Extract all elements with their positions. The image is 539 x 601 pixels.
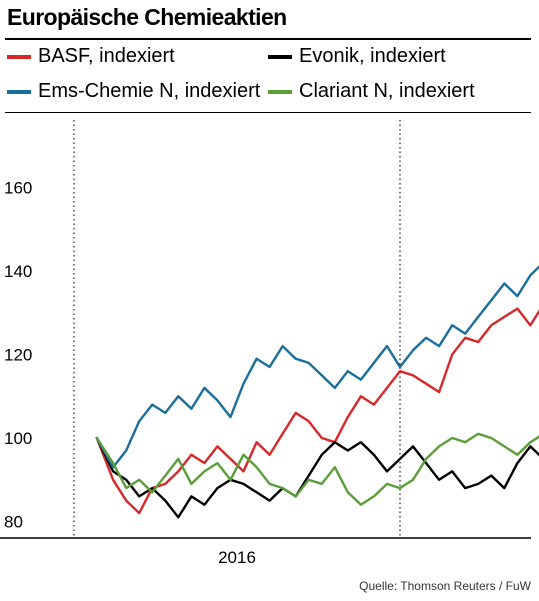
series-line-basf bbox=[95, 307, 539, 515]
legend-label-basf: BASF, indexiert bbox=[38, 45, 175, 67]
y-tick-label-1: 100 bbox=[4, 429, 32, 448]
legend-item-ems-chemie: Ems-Chemie N, indexiert bbox=[7, 80, 260, 103]
legend-label-ems-chemie: Ems-Chemie N, indexiert bbox=[38, 80, 261, 102]
legend-rule bbox=[5, 112, 531, 113]
y-tick-label-2: 120 bbox=[4, 346, 32, 365]
chart-title: Europäische Chemieaktien bbox=[7, 4, 287, 30]
legend-label-clariant: Clariant N, indexiert bbox=[299, 80, 475, 102]
legend-swatch-basf bbox=[7, 54, 31, 59]
y-tick-label-0: 80 bbox=[4, 513, 23, 532]
legend-swatch-evonik bbox=[268, 54, 292, 59]
title-rule bbox=[5, 38, 531, 40]
legend-item-evonik: Evonik, indexiert bbox=[268, 45, 446, 68]
series-line-clariant-n bbox=[95, 432, 539, 506]
source-note: Quelle: Thomson Reuters / FuW bbox=[359, 579, 531, 593]
series-line-ems-chemie-n bbox=[95, 265, 539, 469]
legend-swatch-clariant bbox=[268, 89, 292, 94]
y-tick-label-3: 140 bbox=[4, 262, 32, 281]
series-line-evonik bbox=[95, 436, 539, 519]
x-tick-label-0: 2016 bbox=[218, 548, 256, 567]
series-layer bbox=[95, 265, 539, 519]
y-tick-label-4: 160 bbox=[4, 179, 32, 198]
legend-item-clariant: Clariant N, indexiert bbox=[268, 80, 475, 103]
legend-swatch-ems-chemie bbox=[7, 89, 31, 94]
legend-label-evonik: Evonik, indexiert bbox=[299, 45, 446, 67]
legend-item-basf: BASF, indexiert bbox=[7, 45, 175, 68]
axis-layer: 80100120140160201620172018 bbox=[0, 179, 531, 567]
